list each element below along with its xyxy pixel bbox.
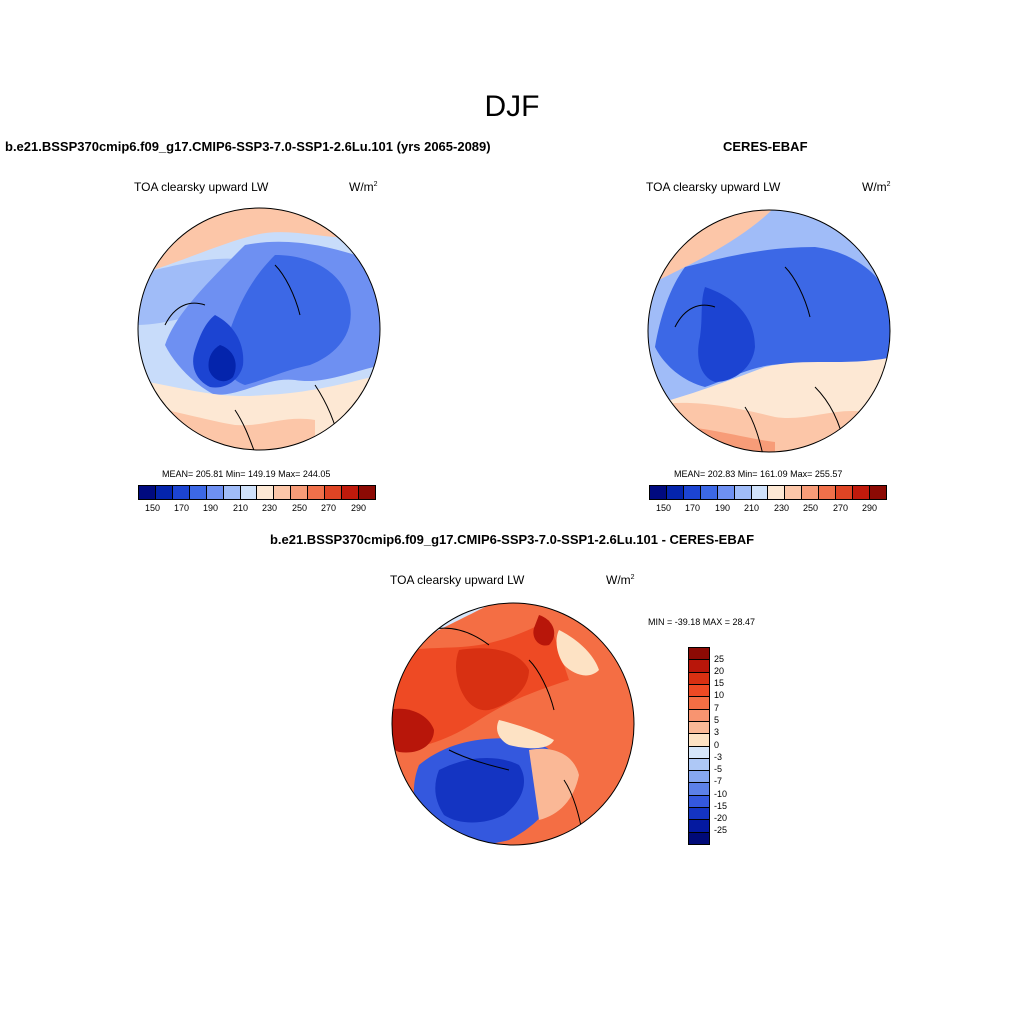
panel1-map [137, 207, 381, 451]
panel3-colorbar-swatch [689, 648, 709, 661]
panel3-tick-label: 0 [714, 740, 720, 750]
panel3-tick-label: -15 [714, 801, 728, 811]
panel2-colorbar-swatch [869, 486, 886, 499]
panel2-colorbar-swatch [717, 486, 735, 499]
panel2-colorbar-swatch [650, 486, 667, 499]
panel2-tick-label: 170 [685, 503, 701, 513]
panel2-colorbar-swatch [853, 486, 870, 499]
panel3-map [391, 602, 635, 846]
panel3-tick-label: 7 [714, 703, 720, 713]
panel1-variable: TOA clearsky upward LW [134, 180, 269, 194]
panel2-tick-label: 270 [833, 503, 849, 513]
panel3-colorbar-swatch [689, 684, 709, 698]
panel1-tick-label: 190 [203, 503, 219, 513]
panel2-colorbar-swatch [819, 486, 837, 499]
panel3-tick-label: 5 [714, 715, 720, 725]
panel3-colorbar-swatch [689, 832, 709, 844]
panel2-colorbar-swatch [802, 486, 820, 499]
panel1-colorbar-swatch [206, 486, 224, 499]
panel3-variable: TOA clearsky upward LW [390, 573, 525, 587]
panel3-colorbar-swatch [689, 746, 709, 759]
panel3-tick-label: 10 [714, 690, 725, 700]
panel2-colorbar-swatch [666, 486, 684, 499]
panel1-colorbar-swatch [189, 486, 207, 499]
panel2-tick-label: 190 [715, 503, 731, 513]
panel3-tick-label: 20 [714, 666, 725, 676]
panel2-colorbar-swatch [751, 486, 769, 499]
panel3-colorbar [688, 647, 710, 845]
panel1-stats: MEAN= 205.81 Min= 149.19 Max= 244.05 [162, 469, 331, 479]
panel2-variable: TOA clearsky upward LW [646, 180, 781, 194]
panel3-tick-label: -7 [714, 776, 723, 786]
panel3-colorbar-swatch [689, 795, 709, 809]
panel3-colorbar-swatch [689, 697, 709, 710]
panel1-title: b.e21.BSSP370cmip6.f09_g17.CMIP6-SSP3-7.… [5, 139, 491, 154]
panel1-tick-label: 270 [321, 503, 337, 513]
panel3-title: b.e21.BSSP370cmip6.f09_g17.CMIP6-SSP3-7.… [269, 532, 755, 547]
panel3-colorbar-swatch [689, 672, 709, 685]
panel2-tick-label: 250 [803, 503, 819, 513]
panel3-tick-label: -10 [714, 789, 728, 799]
panel2-colorbar-swatch [836, 486, 854, 499]
panel1-colorbar-swatch [274, 486, 292, 499]
panel3-tick-label: 15 [714, 678, 725, 688]
panel1-colorbar-swatch [308, 486, 326, 499]
panel3-colorbar-swatch [689, 734, 709, 747]
panel1-tick-label: 290 [351, 503, 367, 513]
panel2-colorbar-swatch [734, 486, 752, 499]
panel3-stats: MIN = -39.18 MAX = 28.47 [648, 617, 756, 627]
panel1-tick-label: 230 [262, 503, 278, 513]
panel2-title: CERES-EBAF [723, 139, 808, 154]
panel2-tick-label: 290 [862, 503, 878, 513]
panel1-colorbar-swatch [172, 486, 190, 499]
panel3-tick-label: -25 [714, 825, 728, 835]
panel3-colorbar-swatch [689, 820, 709, 833]
panel3-colorbar-swatch [689, 771, 709, 784]
panel2-map [647, 209, 891, 453]
panel1-units: W/m2 [349, 180, 378, 194]
panel3-colorbar-swatch [689, 808, 709, 821]
panel2-tick-label: 230 [774, 503, 790, 513]
panel1-colorbar-swatch [325, 486, 343, 499]
panel3-tick-label: -3 [714, 752, 723, 762]
panel1-colorbar-swatch [139, 486, 156, 499]
panel1-colorbar-swatch [291, 486, 309, 499]
panel3-colorbar-swatch [689, 709, 709, 722]
panel2-colorbar-swatch [768, 486, 786, 499]
panel3-colorbar-swatch [689, 758, 709, 772]
panel3-tick-label: 3 [714, 727, 720, 737]
panel2-tick-label: 210 [744, 503, 760, 513]
panel2-tick-label: 150 [656, 503, 672, 513]
panel3-tick-label: -20 [714, 813, 728, 823]
panel3-colorbar-swatch [689, 783, 709, 796]
panel2-colorbar-swatch [700, 486, 718, 499]
panel2-units: W/m2 [862, 180, 891, 194]
panel1-tick-label: 210 [233, 503, 249, 513]
panel2-colorbar-swatch [785, 486, 803, 499]
panel1-colorbar [138, 485, 376, 500]
panel1-colorbar-swatch [155, 486, 173, 499]
panel2-colorbar [649, 485, 887, 500]
panel3-colorbar-swatch [689, 660, 709, 673]
panel1-colorbar-swatch [358, 486, 375, 499]
panel1-tick-label: 150 [145, 503, 161, 513]
panel3-units: W/m2 [606, 573, 635, 587]
panel3-colorbar-swatch [689, 721, 709, 735]
panel2-stats: MEAN= 202.83 Min= 161.09 Max= 255.57 [674, 469, 843, 479]
panel3-tick-label: 25 [714, 654, 725, 664]
panel2-colorbar-swatch [683, 486, 701, 499]
panel1-tick-label: 170 [174, 503, 190, 513]
panel1-tick-label: 250 [292, 503, 308, 513]
panel3-tick-label: -5 [714, 764, 723, 774]
panel1-colorbar-swatch [257, 486, 275, 499]
panel1-colorbar-swatch [342, 486, 359, 499]
season-title: DJF [484, 90, 540, 123]
panel1-colorbar-swatch [240, 486, 258, 499]
panel1-colorbar-swatch [223, 486, 241, 499]
